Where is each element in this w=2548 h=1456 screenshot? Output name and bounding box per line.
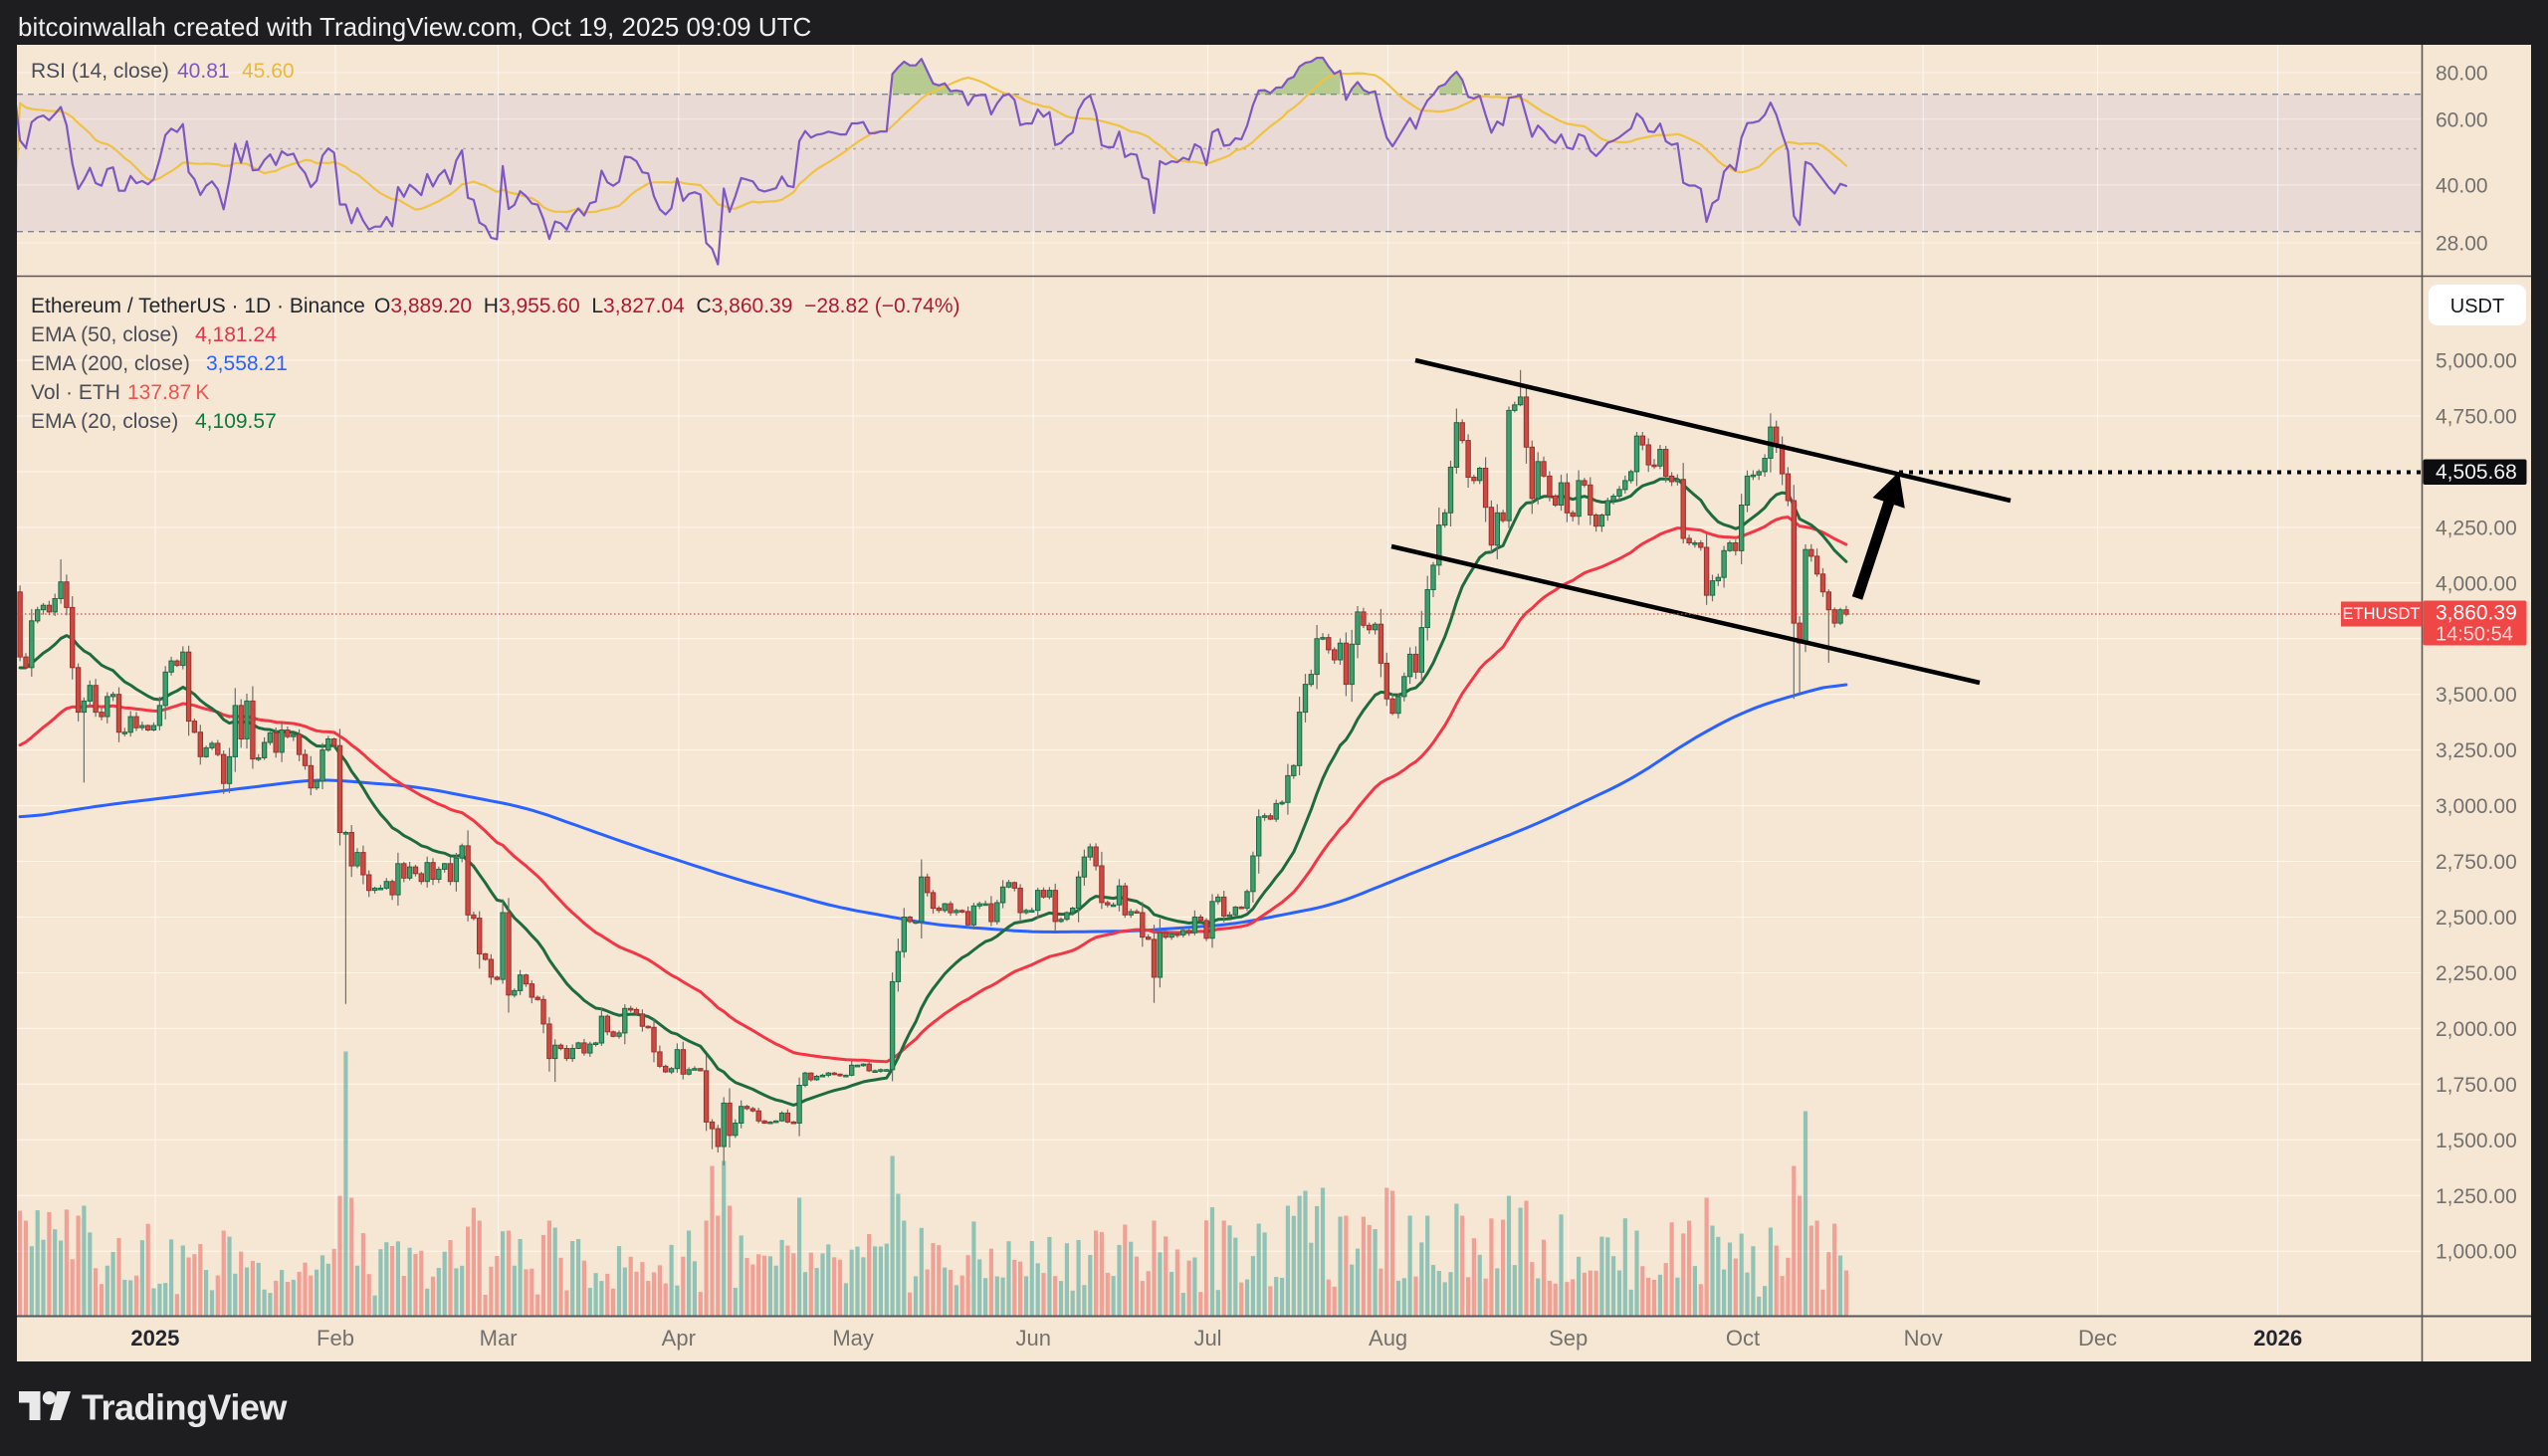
- svg-text:Mar: Mar: [480, 1326, 518, 1351]
- svg-text:3,500.00: 3,500.00: [2436, 684, 2517, 707]
- svg-text:3,000.00: 3,000.00: [2436, 795, 2517, 818]
- svg-text:EMA (200, close): EMA (200, close): [31, 352, 190, 375]
- svg-text:4,750.00: 4,750.00: [2436, 406, 2517, 429]
- svg-text:EMA (20, close): EMA (20, close): [31, 410, 178, 433]
- svg-text:5,000.00: 5,000.00: [2436, 350, 2517, 373]
- svg-text:2025: 2025: [130, 1326, 179, 1351]
- svg-text:Oct: Oct: [1726, 1326, 1760, 1351]
- svg-text:2,000.00: 2,000.00: [2436, 1018, 2517, 1041]
- svg-text:TradingView: TradingView: [82, 1387, 288, 1428]
- svg-text:4,109.57: 4,109.57: [195, 410, 277, 433]
- svg-text:4,181.24: 4,181.24: [195, 323, 277, 346]
- svg-text:80.00: 80.00: [2436, 63, 2488, 86]
- svg-text:60.00: 60.00: [2436, 108, 2488, 131]
- svg-text:EMA (50, close): EMA (50, close): [31, 323, 178, 346]
- svg-text:1,000.00: 1,000.00: [2436, 1241, 2517, 1264]
- svg-text:Sep: Sep: [1549, 1326, 1588, 1351]
- svg-text:bitcoinwallah created with Tra: bitcoinwallah created with TradingView.c…: [18, 12, 811, 42]
- svg-text:Dec: Dec: [2078, 1326, 2117, 1351]
- svg-text:4,505.68: 4,505.68: [2436, 461, 2517, 484]
- svg-text:RSI (14, close): RSI (14, close): [31, 60, 169, 83]
- svg-text:2,750.00: 2,750.00: [2436, 851, 2517, 874]
- svg-text:40.00: 40.00: [2436, 174, 2488, 197]
- svg-text:Nov: Nov: [1904, 1326, 1943, 1351]
- svg-text:45.60: 45.60: [242, 60, 295, 83]
- svg-text:1,250.00: 1,250.00: [2436, 1185, 2517, 1208]
- svg-text:Apr: Apr: [662, 1326, 696, 1351]
- svg-text:3,558.21: 3,558.21: [206, 352, 288, 375]
- svg-text:Feb: Feb: [317, 1326, 354, 1351]
- svg-text:1,750.00: 1,750.00: [2436, 1074, 2517, 1097]
- svg-text:May: May: [832, 1326, 874, 1351]
- svg-text:Jul: Jul: [1193, 1326, 1221, 1351]
- svg-text:Jun: Jun: [1015, 1326, 1050, 1351]
- svg-text:Ethereum / TetherUS · 1D · Bin: Ethereum / TetherUS · 1D · Binance: [31, 295, 365, 317]
- svg-text:USDT: USDT: [2450, 296, 2504, 317]
- svg-text:14:50:54: 14:50:54: [2436, 624, 2513, 646]
- svg-text:28.00: 28.00: [2436, 232, 2488, 255]
- svg-text:O3,889.20 H3,955.60 L3,827.0: O3,889.20 H3,955.60 L3,827.04 C3,860.39 …: [374, 295, 960, 317]
- svg-text:1,500.00: 1,500.00: [2436, 1130, 2517, 1152]
- svg-text:Aug: Aug: [1369, 1326, 1407, 1351]
- svg-text:Vol · ETH: Vol · ETH: [31, 381, 120, 404]
- svg-text:2,500.00: 2,500.00: [2436, 907, 2517, 930]
- svg-text:2026: 2026: [2253, 1326, 2302, 1351]
- svg-text:4,000.00: 4,000.00: [2436, 572, 2517, 595]
- svg-text:4,250.00: 4,250.00: [2436, 517, 2517, 539]
- svg-text:3,250.00: 3,250.00: [2436, 739, 2517, 762]
- svg-text:137.87 K: 137.87 K: [127, 381, 209, 404]
- svg-text:3,860.39: 3,860.39: [2436, 602, 2517, 625]
- svg-text:40.81: 40.81: [177, 60, 230, 83]
- svg-text:ETHUSDT: ETHUSDT: [2343, 605, 2421, 623]
- svg-text:2,250.00: 2,250.00: [2436, 962, 2517, 985]
